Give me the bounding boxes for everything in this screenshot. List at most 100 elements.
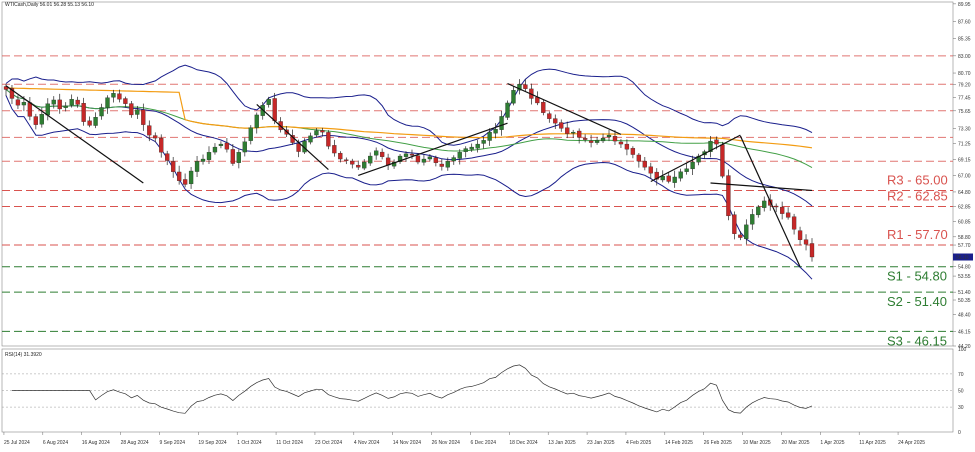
candle-body	[457, 152, 462, 159]
candle-body	[338, 152, 343, 160]
price-tick-label: 51.40	[958, 290, 971, 296]
candle-body	[481, 140, 486, 144]
candle-body	[3, 86, 9, 90]
resistance-label: R3 - 65.00	[887, 172, 948, 187]
candle-body	[660, 176, 665, 181]
candle-body	[212, 146, 218, 153]
candle-body	[236, 152, 241, 163]
date-tick-label: 26 Nov 2024	[432, 440, 461, 446]
candle-body	[176, 171, 182, 181]
candle-body	[535, 97, 540, 104]
candle-body	[487, 131, 492, 141]
candle-body	[451, 157, 456, 162]
candle-body	[600, 137, 606, 142]
price-tick-label: 46.15	[958, 329, 971, 335]
candle-body	[200, 158, 206, 162]
candle-body	[421, 158, 427, 163]
bollinger-lower-band	[5, 95, 813, 280]
candle-body	[105, 97, 110, 108]
candle-body	[9, 88, 15, 99]
candle-body	[588, 140, 594, 143]
price-tick-label: 75.65	[958, 109, 971, 115]
candle-body	[732, 214, 737, 234]
candle-body	[320, 130, 325, 133]
candle-body	[726, 175, 731, 217]
candle-body	[565, 127, 570, 134]
candle-body	[505, 102, 510, 118]
date-tick-label: 14 Nov 2024	[393, 440, 422, 446]
candle-body	[738, 234, 743, 238]
rsi-tick-label: 100	[958, 347, 967, 353]
candle-body	[511, 90, 516, 104]
candle-body	[165, 153, 170, 161]
date-tick-label: 6 Aug 2024	[43, 440, 69, 446]
support-label: S3 - 46.15	[887, 333, 947, 348]
candle-body	[678, 171, 683, 179]
candle-body	[81, 103, 86, 122]
candle-body	[630, 148, 636, 155]
candle-body	[672, 176, 677, 183]
price-tick-label: 87.60	[958, 19, 971, 25]
candle-body	[571, 131, 576, 134]
candle-body	[153, 135, 158, 139]
candle-body	[606, 134, 612, 138]
candle-body	[493, 128, 498, 134]
candle-body	[218, 143, 224, 146]
rsi-tick-label: 30	[958, 405, 964, 411]
last-price-tag	[953, 253, 973, 261]
support-label: S2 - 51.40	[887, 294, 947, 309]
moving-averages	[5, 87, 813, 169]
date-tick-label: 24 Apr 2025	[898, 440, 925, 446]
bollinger-bands	[5, 64, 813, 280]
candle-body	[21, 102, 27, 106]
candle-body	[93, 117, 98, 126]
candle-body	[547, 113, 552, 119]
candle-body	[374, 150, 379, 156]
price-tick-label: 62.85	[958, 205, 971, 211]
candle-body	[714, 139, 719, 145]
candle-body	[141, 109, 146, 125]
price-axis: 89.95 87.60 85.35 83.00 80.70 79.20 77.45 75.65…	[953, 2, 973, 350]
price-tick-label: 57.70	[958, 243, 971, 249]
candle-body	[159, 137, 164, 153]
moving-average-200	[5, 87, 813, 149]
candle-body	[362, 161, 367, 169]
candle-body	[206, 152, 212, 160]
candle-body	[194, 161, 200, 172]
candle-body	[129, 103, 134, 116]
candle-body	[350, 160, 355, 165]
candle-body	[368, 155, 373, 164]
date-tick-label: 4 Nov 2024	[354, 440, 380, 446]
price-tick-label: 89.95	[958, 2, 971, 8]
candle-body	[618, 141, 624, 145]
candle-body	[63, 105, 68, 108]
candle-body	[499, 116, 504, 130]
date-tick-label: 14 Feb 2025	[665, 440, 693, 446]
candle-body	[15, 99, 21, 106]
rsi-tick-label: 50	[958, 389, 964, 395]
candle-body	[756, 206, 761, 216]
candle-body	[326, 132, 331, 147]
candle-body	[254, 114, 259, 128]
candle-body	[171, 161, 176, 172]
rsi-panel: 100 70 50 30 0	[1, 347, 967, 436]
candle-body	[636, 154, 642, 162]
candle-body	[624, 143, 630, 150]
candle-body	[654, 171, 659, 180]
resistance-label: R1 - 57.70	[887, 227, 948, 242]
candle-body	[57, 99, 62, 110]
candle-body	[344, 159, 349, 161]
candle-body	[117, 93, 122, 100]
moving-average-50	[5, 89, 813, 169]
price-tick-label: 58.80	[958, 235, 971, 241]
trendline	[256, 104, 329, 170]
candle-body	[403, 153, 409, 157]
date-tick-label: 10 Mar 2025	[743, 440, 771, 446]
candle-body	[720, 144, 725, 177]
date-tick-label: 19 Sep 2024	[198, 440, 227, 446]
candle-body	[308, 135, 313, 143]
candle-body	[296, 143, 301, 152]
price-tick-label: 85.35	[958, 36, 971, 42]
candle-body	[433, 157, 439, 163]
candle-body	[99, 107, 104, 117]
